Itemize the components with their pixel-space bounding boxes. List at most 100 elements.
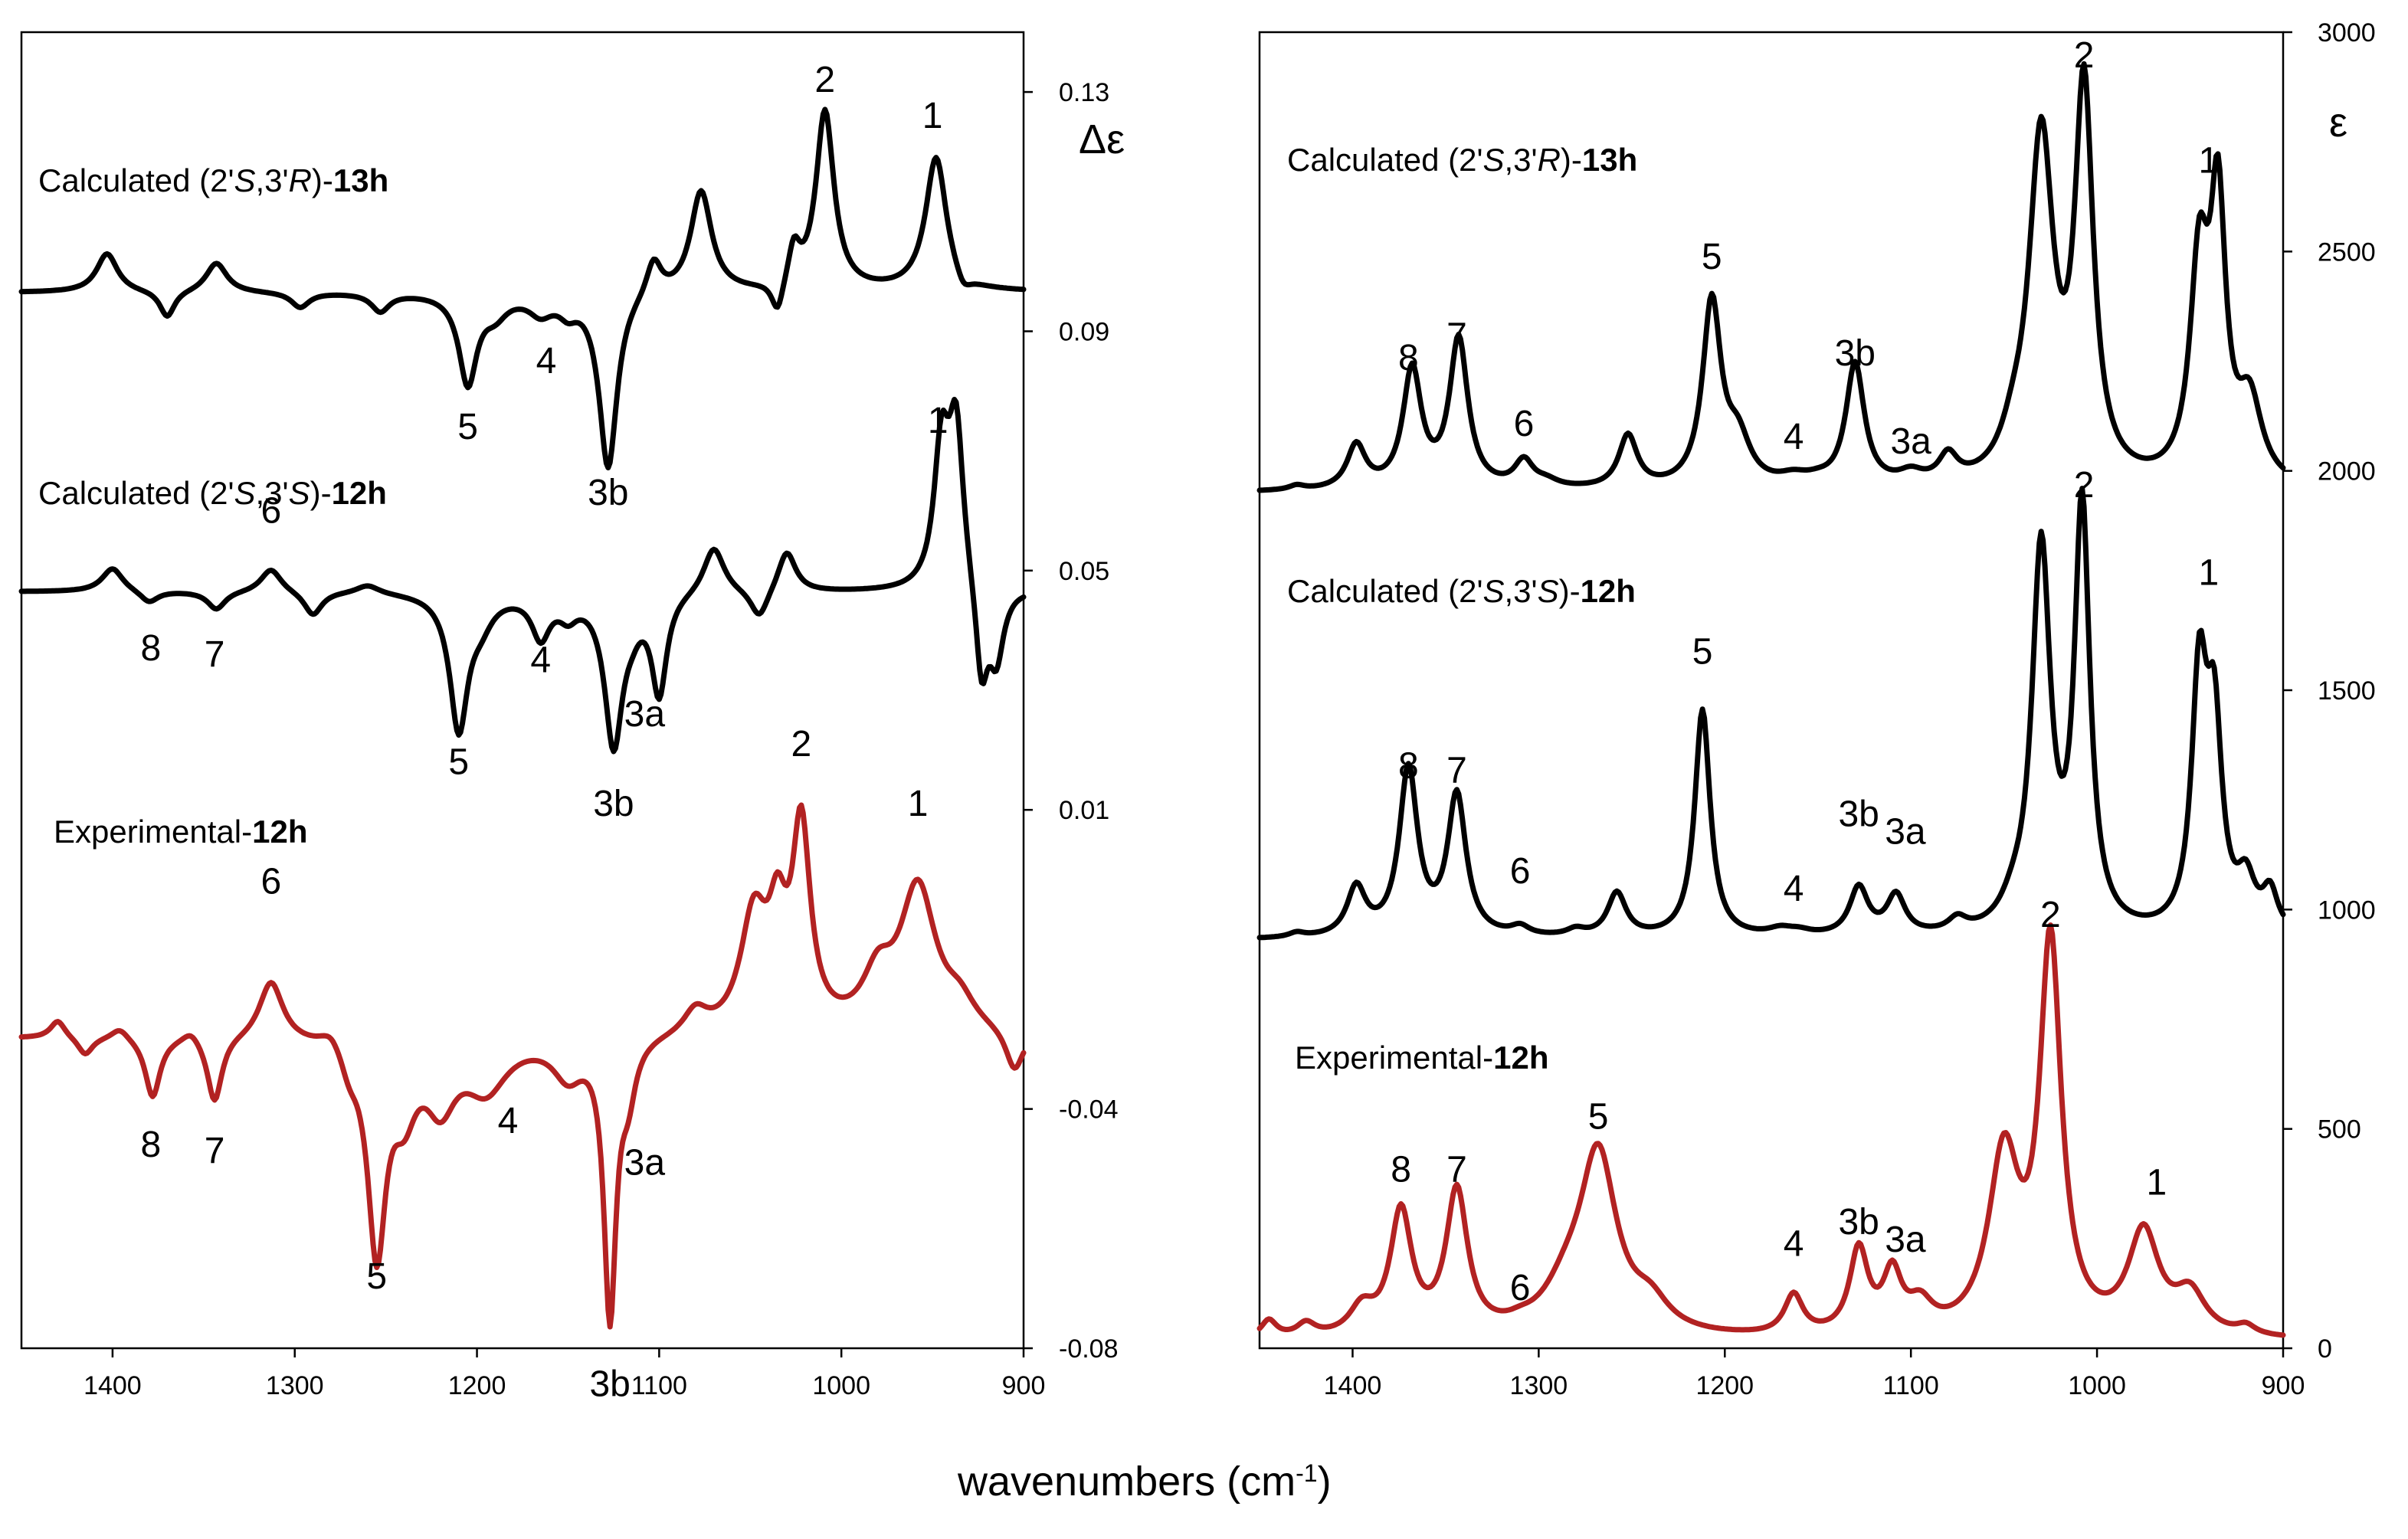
series-label-part: S	[1538, 573, 1559, 609]
ir-y-axis-title: ε	[2329, 100, 2347, 146]
ir-plot-frame	[1258, 31, 2285, 1350]
ecd-peak-labels: 2 1 5 4 3b 1 6 8 7 4 3a 5 3b 2 1 6 8 7 4 3a 5 3b	[140, 60, 948, 1404]
ecd-traces	[18, 106, 1027, 1330]
peak-label: 3b	[593, 784, 634, 824]
ir-traces	[1256, 61, 2286, 1338]
peak-label: 3a	[624, 1143, 666, 1184]
ir-panel: 1400 1300 1200 1100 1000 90030002500200015001…	[1256, 18, 2376, 1400]
peak-label: 2	[814, 60, 835, 100]
spectrum-line-2	[1256, 486, 2286, 941]
peak-label: 2	[2074, 465, 2095, 506]
peak-label: 4	[530, 640, 551, 681]
peak-label: 1	[908, 784, 929, 824]
series-label-part: Calculated (2'	[1287, 142, 1483, 178]
peak-label: 7	[205, 634, 225, 675]
spectrum-line-3	[18, 802, 1027, 1330]
peak-label: 7	[205, 1131, 225, 1171]
peak-label: 6	[260, 862, 281, 902]
series-label-part: S	[1483, 573, 1505, 609]
y-tick-label: 3000	[2318, 18, 2376, 47]
y-tick-label: 0	[2318, 1334, 2332, 1364]
series-label-part: )-	[1559, 573, 1581, 609]
ecd-series-2-label: Calculated (2'S,3'S)-12h	[38, 475, 387, 511]
x-tick-label: 900	[2262, 1371, 2305, 1400]
peak-label: 8	[140, 628, 161, 669]
x-tick-label: 1200	[448, 1371, 506, 1400]
peak-label: 5	[1588, 1097, 1609, 1138]
y-tick-label: 0.05	[1059, 557, 1109, 586]
peak-label: 5	[448, 742, 469, 782]
series-label-part: 13h	[1582, 142, 1637, 178]
ecd-series-1-label: Calculated (2'S,3'R)-13h	[38, 162, 388, 198]
peak-label: 3b	[1838, 794, 1879, 835]
ecd-plot-frame	[20, 31, 1025, 1350]
x-axis-title: wavenumbers (cm-1)	[957, 1459, 1332, 1505]
y-tick-label: 2000	[2318, 457, 2376, 486]
peak-label: 3a	[1885, 1220, 1926, 1260]
x-tick-label: 1100	[1883, 1371, 1939, 1400]
y-tick-label: -0.04	[1059, 1095, 1119, 1125]
peak-label: 4	[1784, 869, 1804, 909]
series-label-part: )-	[312, 162, 333, 198]
peak-label: 8	[1398, 746, 1419, 787]
series-label-part: R	[1538, 142, 1561, 178]
peak-label: 3b	[1838, 1202, 1879, 1243]
peak-label: 6	[1514, 404, 1535, 444]
peak-label: 6	[1510, 851, 1531, 892]
series-label-part: ,3'	[256, 475, 289, 511]
spectrum-line-1	[1256, 61, 2286, 493]
x-tick-label: 1400	[1324, 1371, 1382, 1400]
peak-label: 4	[1784, 417, 1804, 457]
series-label-part: S	[289, 475, 310, 511]
series-label-part: Experimental-	[54, 814, 252, 850]
peak-label: 7	[1446, 1149, 1467, 1190]
series-label-part: R	[289, 162, 312, 198]
x-tick-label: 1200	[1695, 1371, 1754, 1400]
peak-label: 5	[1692, 632, 1713, 673]
ecd-axis-ticks: 1400 1300 1200 1100 1000 900 0.13 0.09 0.05 0.01 -…	[84, 78, 1118, 1400]
x-tick-label: 1300	[1510, 1371, 1568, 1400]
spectrum-line-3	[1256, 922, 2286, 1338]
peak-label: 8	[1391, 1149, 1411, 1190]
x-tick-label: 1400	[84, 1371, 142, 1400]
ir-series-2-label: Calculated (2'S,3'S)-12h	[1287, 573, 1636, 609]
peak-label: 3b	[1835, 333, 1876, 374]
y-tick-label: 0.13	[1059, 78, 1109, 107]
series-label-part: Calculated (2'	[38, 475, 234, 511]
series-label-part: ,3'	[1505, 573, 1538, 609]
peak-label: 4	[498, 1101, 519, 1141]
ir-series-1-label: Calculated (2'S,3'R)-13h	[1287, 142, 1637, 178]
x-tick-label: 1000	[812, 1371, 870, 1400]
y-tick-label: 1000	[2318, 896, 2376, 925]
ecd-series-3-label: Experimental-12h	[54, 814, 307, 850]
x-tick-label: 1300	[266, 1371, 324, 1400]
series-label-part: 12h	[1581, 573, 1636, 609]
y-tick-label: -0.08	[1059, 1334, 1119, 1364]
x-tick-label: 1000	[2068, 1371, 2126, 1400]
series-label-part: 12h	[1493, 1040, 1548, 1076]
peak-label: 5	[1702, 237, 1722, 277]
ecd-y-axis-title: Δε	[1079, 116, 1125, 162]
x-tick-label: 1100	[631, 1371, 687, 1400]
series-label-part: 13h	[333, 162, 388, 198]
series-label-part: ,3'	[256, 162, 289, 198]
peak-label: 7	[1446, 750, 1467, 791]
series-label-part: 12h	[332, 475, 387, 511]
series-label-part: 12h	[252, 814, 307, 850]
peak-label: 1	[922, 96, 943, 136]
series-label-part: )-	[1561, 142, 1582, 178]
peak-label: 3a	[624, 694, 666, 735]
peak-label: 1	[2146, 1163, 2167, 1203]
series-label-part: S	[234, 162, 256, 198]
ir-series-3-label: Experimental-12h	[1295, 1040, 1548, 1076]
peak-label: 2	[791, 724, 812, 765]
peak-label: 3b	[588, 473, 628, 513]
spectrum-line-2	[18, 397, 1027, 755]
series-label-part: S	[234, 475, 256, 511]
ir-axis-ticks: 1400 1300 1200 1100 1000 90030002500200015001…	[1324, 18, 2376, 1400]
peak-label: 4	[1784, 1224, 1804, 1265]
peak-label: 8	[1398, 338, 1419, 378]
peak-label: 3a	[1890, 421, 1931, 462]
peak-label: 2	[2040, 895, 2061, 935]
peak-label: 2	[2074, 35, 2095, 76]
